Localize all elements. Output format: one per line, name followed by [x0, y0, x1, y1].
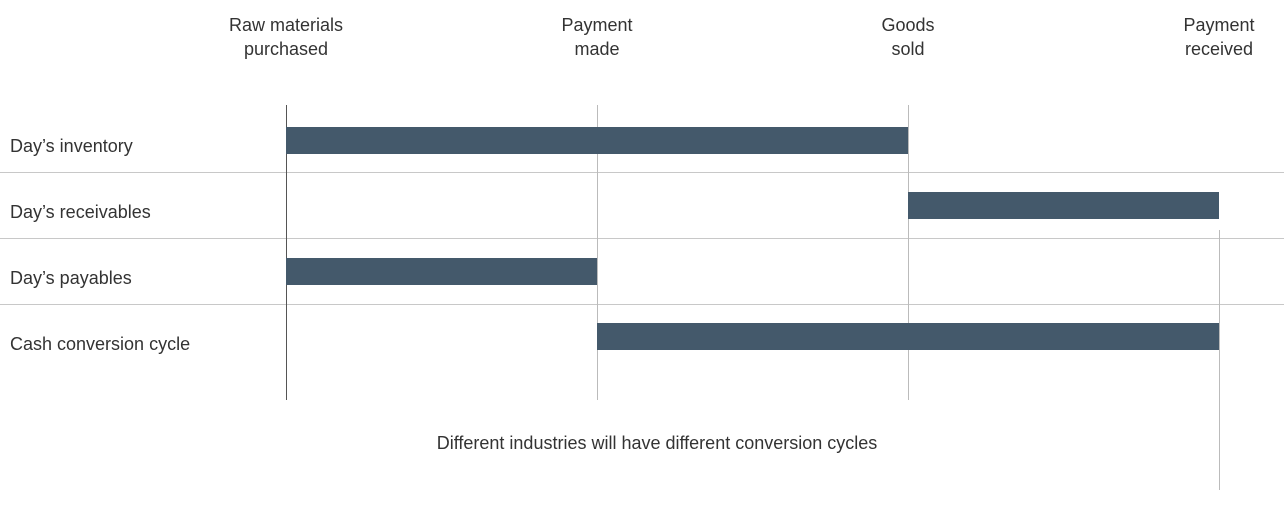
row-label: Day’s inventory [10, 136, 133, 156]
milestone-lines [286, 105, 1220, 490]
milestone-label: received [1185, 39, 1253, 59]
milestone-label: Payment [561, 15, 632, 35]
row-label: Cash conversion cycle [10, 334, 190, 354]
row-label: Day’s payables [10, 268, 132, 288]
row-label: Day’s receivables [10, 202, 151, 222]
note: Different industries will have different… [437, 433, 878, 453]
row-separators [0, 172, 1284, 305]
milestone-label: Goods [881, 15, 934, 35]
labels: Raw materials purchased Payment made Goo… [10, 15, 1255, 453]
milestone-label: sold [891, 39, 924, 59]
milestone-label: made [574, 39, 619, 59]
milestone-label: Raw materials [229, 15, 343, 35]
bars [286, 127, 1219, 350]
milestone-label: Payment [1183, 15, 1254, 35]
bar [597, 323, 1219, 350]
bar [286, 258, 597, 285]
milestone-label: purchased [244, 39, 328, 59]
bar [286, 127, 908, 154]
bar [908, 192, 1219, 219]
